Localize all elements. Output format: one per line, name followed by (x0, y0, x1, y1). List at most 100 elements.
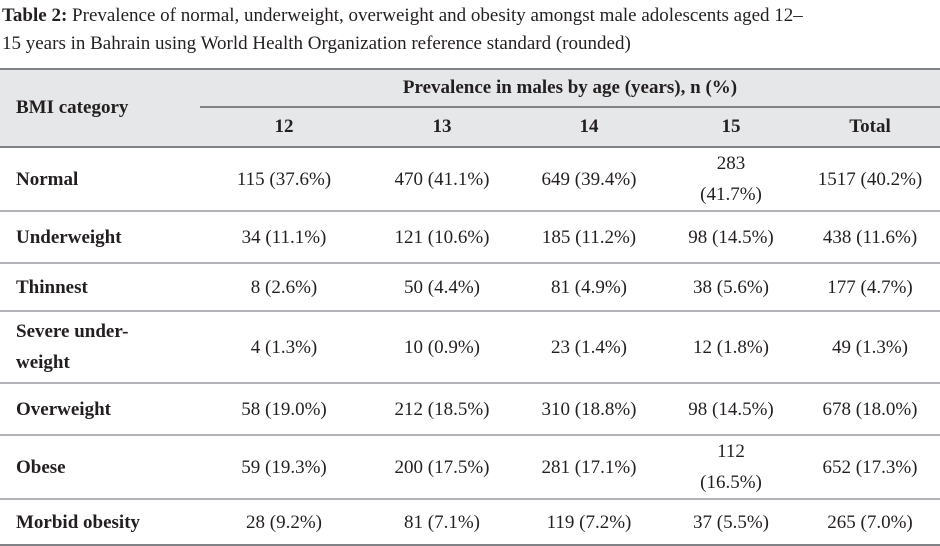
prevalence-cell: 470 (41.1%) (368, 147, 516, 212)
bmi-category-label: weight (16, 352, 70, 373)
bmi-category-label: Normal (16, 168, 79, 190)
table-row: Overweight 58 (19.0%) 212 (18.5%) 310 (18.8… (0, 383, 940, 436)
prevalence-value: 177 (4.7%) (827, 276, 913, 298)
prevalence-value: 23 (1.4%) (551, 336, 627, 358)
prevalence-value: 649 (39.4%) (541, 168, 637, 190)
caption-label: Table 2: (2, 5, 68, 26)
prevalence-value: 678 (18.0%) (822, 398, 918, 420)
caption-line-1: Table 2: Prevalence of normal, underweig… (2, 2, 940, 30)
prevalence-cell: 438 (11.6%) (800, 211, 940, 264)
prevalence-cell: 281 (17.1%) (516, 435, 662, 500)
prevalence-cell: 185 (11.2%) (516, 211, 662, 264)
prevalence-value: 212 (18.5%) (394, 398, 490, 420)
prevalence-value: 652 (17.3%) (822, 456, 918, 478)
prevalence-value: 115 (37.6%) (236, 168, 332, 190)
prevalence-value: 12 (1.8%) (693, 336, 769, 358)
prevalence-value: 81 (4.9%) (551, 276, 627, 298)
prevalence-value: 310 (18.8%) (541, 398, 637, 420)
prevalence-cell: 58 (19.0%) (200, 383, 368, 436)
prevalence-cell: 310 (18.8%) (516, 383, 662, 436)
prevalence-table-container: BMI category Prevalence in males by age … (0, 68, 940, 546)
age-header-3: 14 (516, 107, 662, 148)
prevalence-table: BMI category Prevalence in males by age … (0, 68, 940, 546)
table-row: Normal 115 (37.6%) 470 (41.1%) 649 (39.4%) 2… (0, 147, 940, 212)
prevalence-cell: 38 (5.6%) (662, 263, 800, 312)
age-group-header: Prevalence in males by age (years), n (%… (200, 68, 940, 108)
prevalence-cell: 4 (1.3%) (200, 311, 368, 384)
prevalence-value: 8 (2.6%) (250, 276, 318, 298)
prevalence-value: 185 (11.2%) (541, 226, 637, 248)
bmi-category-cell: Severe under-weight (0, 311, 200, 384)
prevalence-cell: 8 (2.6%) (200, 263, 368, 312)
prevalence-value: 200 (17.5%) (394, 456, 490, 478)
table-row: Obese 59 (19.3%) 200 (17.5%) 281 (17.1%) 112… (0, 435, 940, 500)
prevalence-cell: 81 (7.1%) (368, 499, 516, 546)
bmi-category-cell: Thinnest (0, 263, 200, 312)
prevalence-value: 438 (11.6%) (822, 226, 918, 248)
prevalence-cell: 37 (5.5%) (662, 499, 800, 546)
prevalence-cell: 177 (4.7%) (800, 263, 940, 312)
bmi-category-cell: Morbid obesity (0, 499, 200, 546)
prevalence-value: 4 (1.3%) (250, 336, 318, 358)
bmi-category-cell: Normal (0, 147, 200, 212)
bmi-category-cell: Overweight (0, 383, 200, 436)
age-header-4: 15 (662, 107, 800, 148)
bmi-category-label: Overweight (16, 398, 111, 420)
prevalence-cell: 212 (18.5%) (368, 383, 516, 436)
bmi-category-label: Obese (16, 456, 66, 478)
bmi-category-cell: Obese (0, 435, 200, 500)
prevalence-value: 112 (717, 441, 745, 462)
prevalence-value: 49 (1.3%) (832, 336, 909, 358)
prevalence-value: (16.5%) (700, 472, 762, 493)
age-header-row: 12 13 14 15 Total (0, 107, 940, 148)
table-row: Severe under-weight 4 (1.3%) 10 (0.9%) 23 (… (0, 311, 940, 384)
prevalence-cell: 12 (1.8%) (662, 311, 800, 384)
table-row: Morbid obesity 28 (9.2%) 81 (7.1%) 119 (7.2… (0, 499, 940, 546)
prevalence-cell: 10 (0.9%) (368, 311, 516, 384)
prevalence-value: 470 (41.1%) (394, 168, 490, 190)
prevalence-cell: 98 (14.5%) (662, 211, 800, 264)
prevalence-cell: 121 (10.6%) (368, 211, 516, 264)
prevalence-value: 121 (10.6%) (394, 226, 490, 248)
prevalence-value: 98 (14.5%) (688, 226, 774, 248)
bmi-category-label: Thinnest (16, 276, 88, 298)
prevalence-cell: 283 (41.7%) (662, 147, 800, 212)
prevalence-cell: 1517 (40.2%) (800, 147, 940, 212)
prevalence-cell: 59 (19.3%) (200, 435, 368, 500)
prevalence-value: 50 (4.4%) (404, 276, 480, 298)
prevalence-cell: 649 (39.4%) (516, 147, 662, 212)
table-row: Thinnest 8 (2.6%) 50 (4.4%) 81 (4.9%) 38 (5.… (0, 263, 940, 312)
prevalence-value: 37 (5.5%) (693, 511, 769, 533)
prevalence-cell: 34 (11.1%) (200, 211, 368, 264)
table-row: Underweight 34 (11.1%) 121 (10.6%) 185 (11.… (0, 211, 940, 264)
bmi-category-label: Morbid obesity (16, 511, 141, 533)
prevalence-value: 58 (19.0%) (241, 398, 327, 420)
caption-text-1: Prevalence of normal, underweight, overw… (72, 5, 803, 26)
prevalence-cell: 49 (1.3%) (800, 311, 940, 384)
prevalence-value: 38 (5.6%) (693, 276, 769, 298)
prevalence-cell: 115 (37.6%) (200, 147, 368, 212)
prevalence-value: 283 (716, 153, 746, 174)
bmi-category-cell: Underweight (0, 211, 200, 264)
prevalence-value: 28 (9.2%) (246, 511, 322, 533)
prevalence-value: 281 (17.1%) (541, 456, 637, 478)
prevalence-cell: 81 (4.9%) (516, 263, 662, 312)
prevalence-value: 1517 (40.2%) (817, 168, 923, 190)
prevalence-cell: 200 (17.5%) (368, 435, 516, 500)
prevalence-value: (41.7%) (700, 184, 762, 205)
prevalence-cell: 112 (16.5%) (662, 435, 800, 500)
bmi-category-label: Underweight (16, 226, 122, 248)
prevalence-value: 81 (7.1%) (404, 511, 480, 533)
age-header-2: 13 (368, 107, 516, 148)
prevalence-value: 119 (7.2%) (546, 511, 632, 533)
prevalence-value: 34 (11.1%) (241, 226, 327, 248)
prevalence-cell: 265 (7.0%) (800, 499, 940, 546)
prevalence-cell: 23 (1.4%) (516, 311, 662, 384)
prevalence-value: 10 (0.9%) (404, 336, 480, 358)
prevalence-cell: 28 (9.2%) (200, 499, 368, 546)
table-caption: Table 2: Prevalence of normal, underweig… (0, 0, 940, 58)
bmi-category-header: BMI category (0, 68, 200, 148)
prevalence-cell: 652 (17.3%) (800, 435, 940, 500)
prevalence-value: 98 (14.5%) (688, 398, 774, 420)
prevalence-cell: 678 (18.0%) (800, 383, 940, 436)
